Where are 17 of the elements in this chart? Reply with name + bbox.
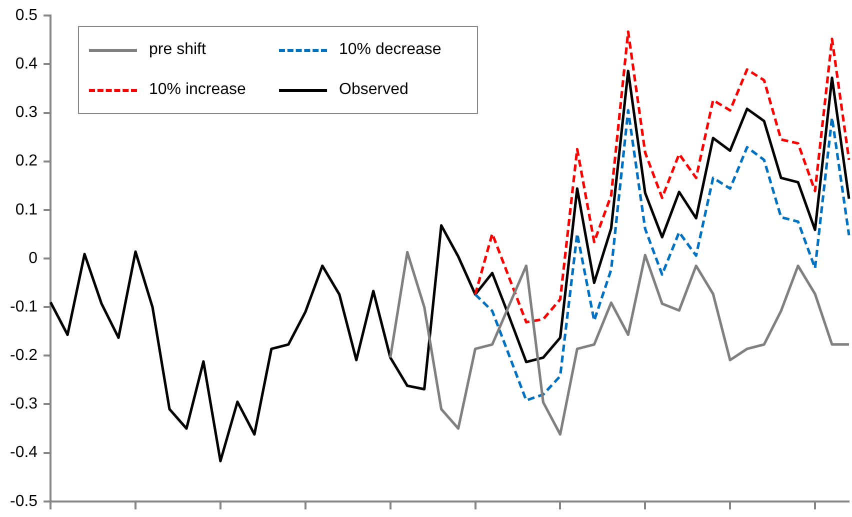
legend-label: 10% increase: [149, 81, 246, 99]
y-tick-label: -0.4: [10, 444, 38, 462]
legend-label: Observed: [339, 81, 408, 99]
y-tick-label: -0.1: [10, 298, 38, 316]
y-tick-label: 0.3: [15, 104, 38, 122]
y-tick-label: 0.5: [15, 7, 38, 24]
y-tick-label: -0.2: [10, 347, 38, 364]
y-tick-label: 0.4: [15, 56, 38, 73]
y-tick-label: 0.1: [15, 201, 38, 218]
legend-label: 10% decrease: [339, 41, 442, 59]
line-series: [474, 109, 850, 402]
y-tick-label: -0.5: [10, 492, 38, 510]
y-tick-label: 0.2: [15, 152, 38, 170]
line-series: [474, 30, 850, 324]
y-tick-label: -0.3: [10, 396, 38, 413]
legend-label: pre shift: [149, 41, 206, 59]
y-tick-label: 0: [28, 250, 38, 267]
